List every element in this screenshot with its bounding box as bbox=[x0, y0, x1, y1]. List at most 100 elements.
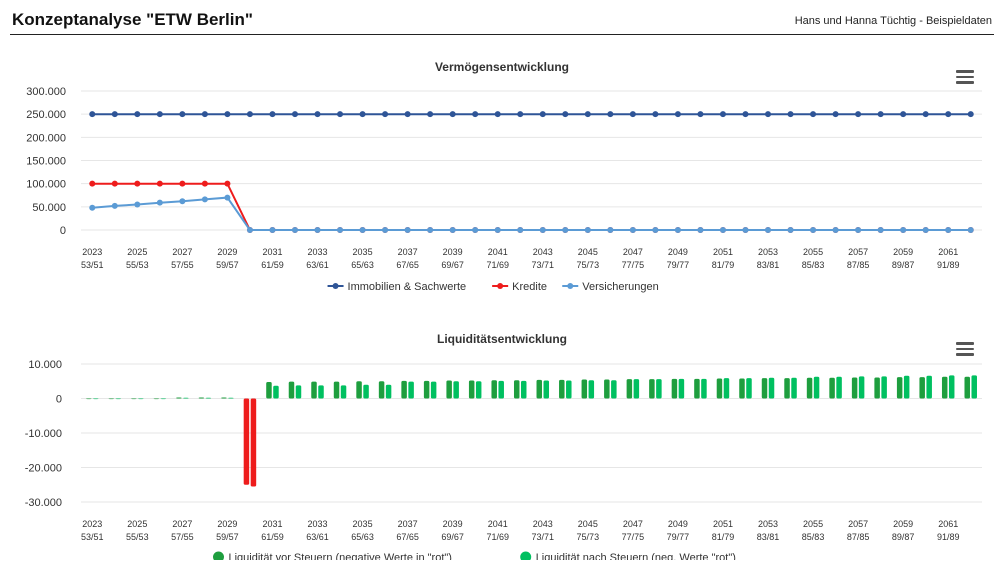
data-point bbox=[359, 111, 366, 118]
x-tick-sublabel: 57/55 bbox=[171, 532, 194, 542]
bar bbox=[318, 385, 324, 399]
data-point bbox=[855, 227, 862, 233]
x-tick-sublabel: 73/71 bbox=[531, 260, 554, 270]
x-tick-label: 2029 bbox=[217, 247, 237, 257]
bar bbox=[964, 376, 970, 399]
x-tick-label: 2043 bbox=[533, 519, 553, 529]
bar bbox=[408, 381, 414, 399]
y-tick-label: -10.000 bbox=[25, 428, 62, 440]
y-tick-label: 100.000 bbox=[26, 179, 66, 191]
x-tick-label: 2027 bbox=[172, 519, 192, 529]
bar bbox=[874, 377, 880, 399]
x-tick-sublabel: 77/75 bbox=[622, 260, 645, 270]
data-point bbox=[179, 180, 186, 187]
series-line bbox=[92, 196, 971, 231]
bar bbox=[378, 381, 385, 399]
bar bbox=[446, 380, 452, 399]
menu-bar bbox=[956, 75, 974, 78]
data-point bbox=[629, 111, 636, 118]
menu-bar bbox=[956, 353, 974, 356]
x-tick-label: 2045 bbox=[578, 247, 598, 257]
bar bbox=[926, 375, 932, 399]
legend-marker bbox=[213, 551, 224, 560]
bar bbox=[701, 378, 707, 399]
data-point bbox=[629, 227, 636, 233]
x-tick-sublabel: 53/51 bbox=[81, 260, 104, 270]
legend-label: Kredite bbox=[512, 281, 547, 293]
x-tick-label: 2045 bbox=[578, 519, 598, 529]
data-point bbox=[719, 111, 726, 118]
legend-label: Liquidität vor Steuern (negative Werte i… bbox=[229, 552, 452, 560]
bar bbox=[266, 381, 272, 399]
x-tick-label: 2057 bbox=[848, 519, 868, 529]
header-divider bbox=[10, 34, 994, 35]
data-point bbox=[494, 111, 501, 118]
x-tick-label: 2059 bbox=[893, 519, 913, 529]
data-point bbox=[156, 199, 163, 206]
x-tick-label: 2033 bbox=[307, 519, 327, 529]
data-point bbox=[246, 111, 253, 118]
data-point bbox=[224, 180, 231, 187]
data-point bbox=[246, 227, 253, 233]
x-tick-label: 2031 bbox=[262, 247, 282, 257]
data-point bbox=[832, 111, 839, 118]
data-point bbox=[179, 111, 186, 118]
data-point bbox=[900, 227, 907, 233]
data-point bbox=[291, 227, 298, 233]
page-subtitle: Hans und Hanna Tüchtig - Beispieldaten bbox=[794, 15, 992, 27]
x-tick-sublabel: 69/67 bbox=[441, 260, 464, 270]
x-tick-sublabel: 57/55 bbox=[171, 260, 194, 270]
bar bbox=[881, 376, 887, 399]
data-point bbox=[855, 111, 862, 118]
data-point bbox=[359, 227, 366, 233]
data-point bbox=[832, 227, 839, 233]
data-point bbox=[111, 180, 118, 187]
y-tick-label: 300.000 bbox=[26, 86, 66, 98]
data-point bbox=[111, 111, 118, 118]
data-point bbox=[765, 111, 772, 118]
bar bbox=[93, 398, 99, 400]
bar bbox=[475, 381, 482, 399]
data-point bbox=[787, 227, 794, 233]
x-tick-label: 2037 bbox=[398, 247, 418, 257]
bar bbox=[513, 380, 520, 399]
bar bbox=[829, 377, 835, 399]
data-point bbox=[337, 111, 344, 118]
bar bbox=[221, 397, 227, 399]
bar bbox=[768, 377, 775, 399]
bar bbox=[656, 379, 662, 399]
x-tick-label: 2025 bbox=[127, 519, 147, 529]
data-point bbox=[201, 180, 208, 187]
data-point bbox=[877, 111, 884, 118]
x-tick-sublabel: 53/51 bbox=[81, 532, 104, 542]
data-point bbox=[89, 111, 96, 118]
legend-label: Liquidität nach Steuern (neg. Werte "rot… bbox=[536, 552, 736, 560]
bar bbox=[176, 397, 182, 399]
data-point bbox=[742, 111, 749, 118]
legend-marker bbox=[497, 283, 504, 289]
legend-marker bbox=[332, 283, 339, 289]
x-tick-sublabel: 55/53 bbox=[126, 532, 149, 542]
data-point bbox=[89, 204, 96, 211]
bar bbox=[160, 398, 167, 400]
chart-vermoegensentwicklung: Vermögensentwicklung 300.000 250.000 200.00… bbox=[26, 60, 982, 293]
bar bbox=[791, 377, 797, 399]
bar bbox=[453, 381, 459, 399]
chart-menu-icon[interactable] bbox=[956, 70, 974, 84]
data-point bbox=[111, 202, 118, 209]
x-tick-sublabel: 75/73 bbox=[577, 532, 600, 542]
bar bbox=[468, 380, 475, 399]
data-point bbox=[494, 227, 501, 233]
bar bbox=[153, 398, 160, 400]
y-tick-label: -30.000 bbox=[25, 497, 62, 509]
menu-bar bbox=[956, 342, 974, 345]
bar bbox=[746, 378, 752, 399]
chart-menu-icon[interactable] bbox=[956, 342, 974, 356]
data-point bbox=[382, 227, 389, 233]
y-tick-label: -20.000 bbox=[25, 463, 62, 475]
data-point bbox=[945, 111, 952, 118]
bar bbox=[356, 381, 362, 399]
x-tick-label: 2051 bbox=[713, 519, 733, 529]
bar bbox=[858, 376, 865, 399]
data-point bbox=[652, 111, 659, 118]
